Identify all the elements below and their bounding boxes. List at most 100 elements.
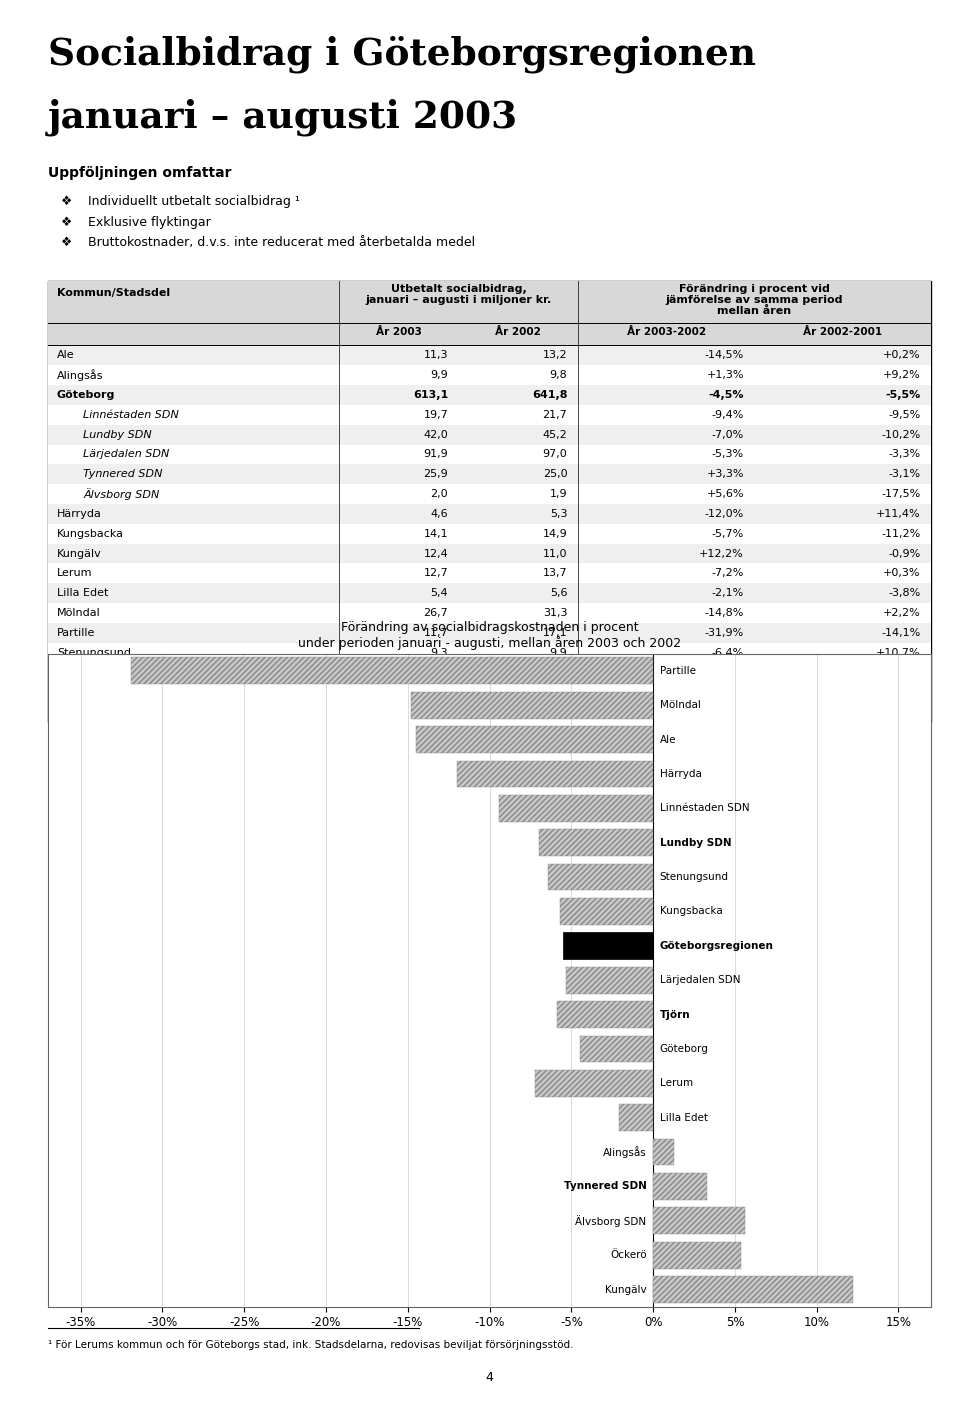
- Text: Tjörn: Tjörn: [660, 1009, 690, 1020]
- Bar: [48, 365, 931, 385]
- Bar: [619, 1104, 653, 1131]
- Text: -9,5%: -9,5%: [888, 410, 921, 420]
- Text: +5,6%: +5,6%: [707, 490, 744, 499]
- Bar: [48, 484, 931, 504]
- Bar: [457, 761, 653, 788]
- Text: Älvsborg SDN: Älvsborg SDN: [84, 488, 159, 499]
- Text: Socialbidrag i Göteborgsregionen: Socialbidrag i Göteborgsregionen: [48, 35, 756, 72]
- Text: Partille: Partille: [57, 627, 95, 637]
- Text: +11,4%: +11,4%: [876, 509, 921, 519]
- Text: -5,3%: -5,3%: [711, 450, 744, 460]
- Bar: [48, 345, 931, 365]
- Text: -5,5%: -5,5%: [885, 390, 921, 400]
- Text: Härryda: Härryda: [660, 769, 702, 779]
- Text: Lärjedalen SDN: Lärjedalen SDN: [84, 450, 170, 460]
- Text: -3,3%: -3,3%: [888, 450, 921, 460]
- Text: Lilla Edet: Lilla Edet: [57, 589, 108, 599]
- Text: Utbetalt socialbidrag,: Utbetalt socialbidrag,: [391, 284, 527, 294]
- Text: Lerum: Lerum: [57, 569, 92, 579]
- Text: Kungsbacka: Kungsbacka: [660, 907, 723, 917]
- Bar: [548, 864, 653, 891]
- Text: År 2002-2001: År 2002-2001: [804, 326, 882, 336]
- Text: 14,1: 14,1: [423, 529, 448, 539]
- Text: 4,2: 4,2: [549, 667, 567, 677]
- Text: 9,8: 9,8: [549, 370, 567, 380]
- Text: 13,7: 13,7: [542, 569, 567, 579]
- Text: 11,3: 11,3: [423, 350, 448, 360]
- Bar: [653, 1174, 708, 1200]
- Text: +1,3%: +1,3%: [707, 370, 744, 380]
- Text: År 2003-2002: År 2003-2002: [627, 326, 706, 336]
- Text: -2,1%: -2,1%: [711, 589, 744, 599]
- Text: Förändring i procent vid: Förändring i procent vid: [679, 284, 830, 294]
- Bar: [48, 663, 931, 683]
- Text: 14,9: 14,9: [542, 529, 567, 539]
- Text: 779,6: 779,6: [532, 707, 567, 717]
- Text: 4,6: 4,6: [430, 509, 448, 519]
- Text: 25,9: 25,9: [423, 470, 448, 480]
- Bar: [48, 444, 931, 464]
- Text: 26,7: 26,7: [423, 607, 448, 619]
- Text: Stenungsund: Stenungsund: [57, 647, 131, 657]
- Text: 9,9: 9,9: [549, 647, 567, 657]
- Text: -3,1%: -3,1%: [888, 470, 921, 480]
- Text: jämförelse av samma period: jämförelse av samma period: [666, 295, 843, 305]
- Bar: [653, 1208, 745, 1235]
- Bar: [48, 524, 931, 543]
- Text: 5,3: 5,3: [550, 509, 567, 519]
- Text: Exklusive flyktingar: Exklusive flyktingar: [87, 216, 210, 228]
- Text: -3,8%: -3,8%: [888, 589, 921, 599]
- Text: 91,9: 91,9: [423, 450, 448, 460]
- Text: 25,0: 25,0: [542, 470, 567, 480]
- Text: +9,2%: +9,2%: [883, 370, 921, 380]
- Bar: [48, 424, 931, 444]
- Text: -9,4%: -9,4%: [711, 410, 744, 420]
- Text: Kungälv: Kungälv: [605, 1284, 647, 1294]
- Text: Göteborgsregionen: Göteborgsregionen: [660, 941, 774, 951]
- Bar: [536, 1070, 653, 1097]
- Text: Mölndal: Mölndal: [57, 607, 101, 619]
- Text: Tjörn: Tjörn: [57, 667, 84, 677]
- Text: ❖: ❖: [61, 196, 73, 209]
- Text: januari – augusti i miljoner kr.: januari – augusti i miljoner kr.: [366, 295, 552, 305]
- Text: -31,9%: -31,9%: [705, 627, 744, 637]
- Text: -17,5%: -17,5%: [881, 490, 921, 499]
- Text: Kommun/Stadsdel: Kommun/Stadsdel: [57, 288, 170, 298]
- Text: Partille: Partille: [660, 666, 696, 675]
- Text: -0,9%: -0,9%: [888, 549, 921, 559]
- Bar: [48, 385, 931, 404]
- Bar: [580, 1036, 653, 1063]
- Text: -5,7%: -5,7%: [711, 529, 744, 539]
- Text: 3,9: 3,9: [430, 667, 448, 677]
- Text: +0,2%: +0,2%: [883, 350, 921, 360]
- Text: -14,8%: -14,8%: [705, 607, 744, 619]
- Text: Göteborg: Göteborg: [57, 390, 115, 400]
- Bar: [48, 281, 931, 345]
- Bar: [566, 966, 653, 993]
- Text: Tynnered SDN: Tynnered SDN: [564, 1182, 647, 1192]
- Text: -6,4%: -6,4%: [711, 647, 744, 657]
- Text: ¹ För Lerums kommun och för Göteborgs stad, ink. Stadsdelarna, redovisas bevilja: ¹ För Lerums kommun och för Göteborgs st…: [48, 1340, 573, 1349]
- Text: -5,5%: -5,5%: [708, 707, 744, 717]
- Text: Göteborg: Göteborg: [660, 1044, 708, 1054]
- Text: Uppföljningen omfattar: Uppföljningen omfattar: [48, 166, 231, 180]
- Bar: [48, 464, 931, 484]
- Text: ❖: ❖: [61, 216, 73, 228]
- Text: -6,3%: -6,3%: [888, 667, 921, 677]
- Text: Linnéstaden SDN: Linnéstaden SDN: [660, 803, 750, 813]
- Text: Kungälv: Kungälv: [57, 549, 102, 559]
- Text: Lärjedalen SDN: Lärjedalen SDN: [660, 975, 740, 985]
- Text: 5,4: 5,4: [430, 589, 448, 599]
- Text: 12,7: 12,7: [423, 569, 448, 579]
- Text: Mölndal: Mölndal: [660, 700, 701, 711]
- Text: +5,4%: +5,4%: [707, 687, 744, 697]
- Text: 1,9: 1,9: [430, 687, 448, 697]
- Bar: [48, 683, 931, 702]
- Text: 97,0: 97,0: [542, 450, 567, 460]
- Text: Göteborgsregionen: Göteborgsregionen: [57, 707, 178, 717]
- Text: Lilla Edet: Lilla Edet: [660, 1112, 708, 1122]
- Text: Tynnered SDN: Tynnered SDN: [84, 470, 163, 480]
- Text: -10,2%: -10,2%: [881, 430, 921, 440]
- Text: 31,3: 31,3: [542, 607, 567, 619]
- Text: Linnéstaden SDN: Linnéstaden SDN: [84, 410, 180, 420]
